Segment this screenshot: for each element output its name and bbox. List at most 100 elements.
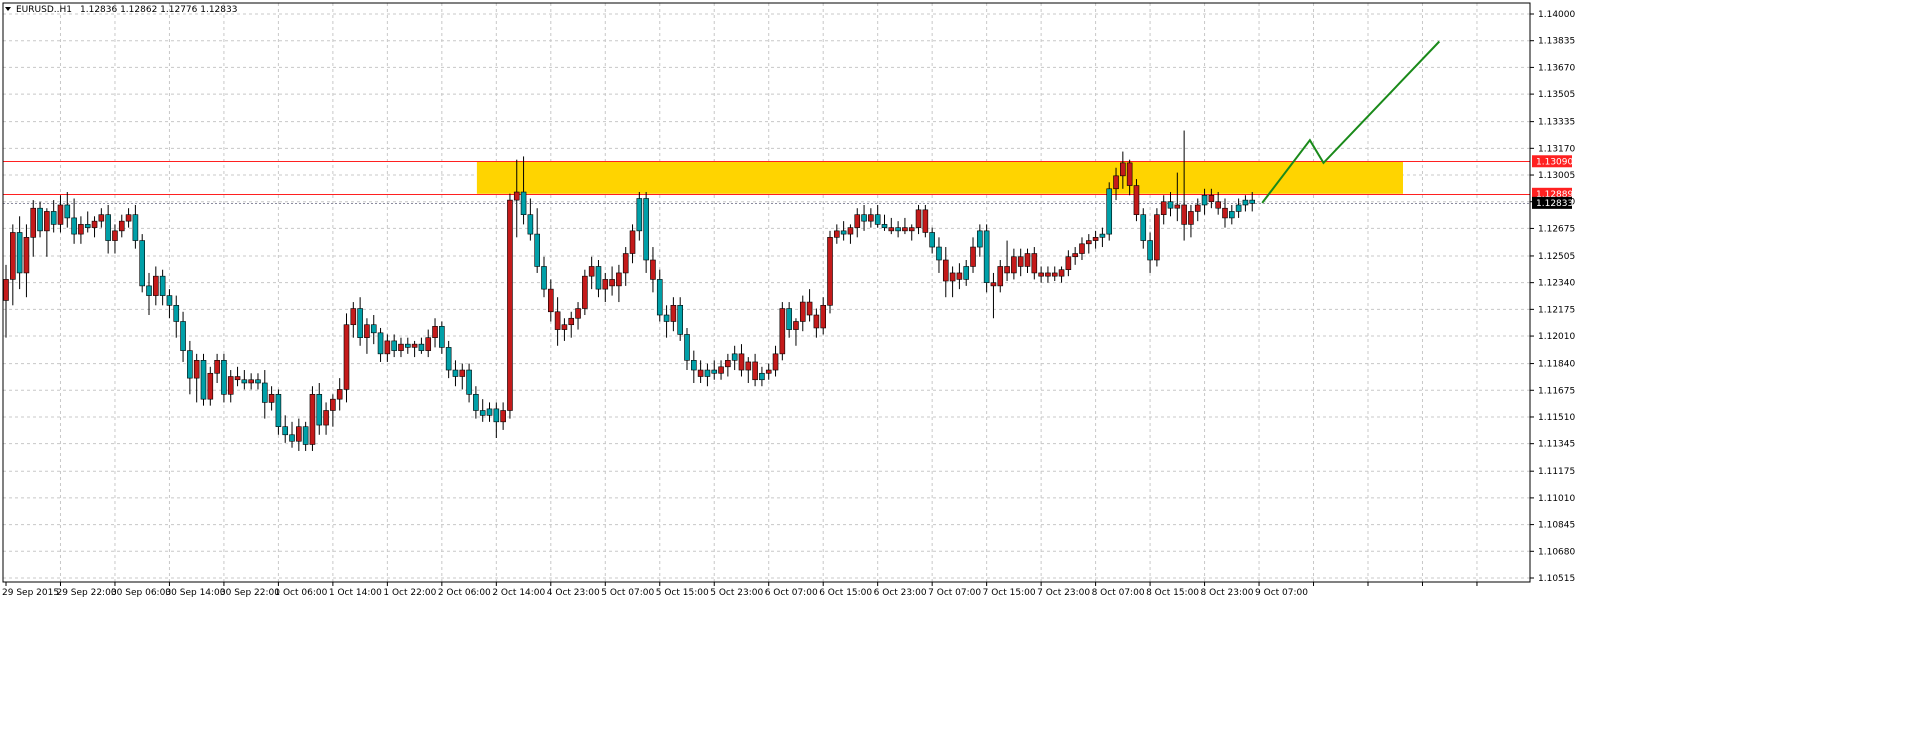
candle bbox=[1058, 266, 1065, 283]
candle bbox=[302, 421, 309, 451]
candle bbox=[1229, 204, 1235, 225]
bear-candle-body bbox=[868, 214, 874, 222]
candle bbox=[180, 311, 186, 362]
x-tick-label: 29 Sep 22:00 bbox=[56, 588, 116, 598]
triangle-down-icon[interactable] bbox=[5, 7, 11, 11]
y-tick-label: 1.12675 bbox=[1538, 224, 1575, 234]
bear-candle-body bbox=[364, 324, 370, 338]
bear-candle-body bbox=[336, 389, 343, 400]
candle bbox=[234, 366, 241, 387]
bear-candle-body bbox=[1045, 272, 1051, 277]
candle bbox=[820, 297, 827, 335]
candle bbox=[963, 259, 970, 286]
bear-candle-body bbox=[3, 279, 9, 301]
bull-candle-body bbox=[595, 266, 602, 290]
bull-candle-body bbox=[50, 211, 57, 225]
bear-candle-body bbox=[214, 360, 220, 374]
y-tick-label: 1.13670 bbox=[1538, 63, 1575, 73]
bull-candle-body bbox=[377, 332, 384, 355]
ohlc-readout: 1.12836 1.12862 1.12776 1.12833 bbox=[80, 5, 237, 15]
bear-candle-body bbox=[425, 337, 432, 351]
candle bbox=[432, 318, 438, 348]
candle bbox=[221, 353, 227, 403]
bear-candle-body bbox=[1017, 256, 1024, 267]
bull-candle-body bbox=[1235, 204, 1242, 212]
candle bbox=[1106, 182, 1113, 241]
candle bbox=[214, 353, 220, 383]
bull-candle-body bbox=[1106, 188, 1113, 235]
candle bbox=[745, 357, 752, 383]
candle bbox=[854, 208, 861, 238]
candle bbox=[486, 402, 493, 422]
bull-candle-body bbox=[289, 434, 295, 442]
bear-candle-body bbox=[745, 361, 752, 371]
bull-candle-body bbox=[527, 214, 534, 235]
bear-candle-body bbox=[330, 398, 336, 411]
candle bbox=[1113, 167, 1119, 201]
candle bbox=[248, 373, 254, 390]
candle bbox=[772, 345, 779, 377]
candle bbox=[752, 353, 758, 387]
candle bbox=[656, 269, 663, 322]
bear-candle-body bbox=[827, 237, 833, 306]
candle bbox=[193, 353, 200, 403]
current-price-badge: 1.12833 bbox=[1536, 199, 1573, 209]
candle bbox=[534, 208, 540, 273]
candle bbox=[827, 230, 833, 314]
bear-candle-body bbox=[459, 369, 466, 377]
bear-candle-body bbox=[30, 207, 37, 238]
candle bbox=[616, 264, 622, 303]
x-tick-label: 6 Oct 15:00 bbox=[819, 588, 872, 598]
candle bbox=[1154, 208, 1160, 267]
bear-candle-body bbox=[1222, 207, 1228, 219]
candle bbox=[650, 247, 656, 293]
bull-candle-body bbox=[173, 305, 180, 322]
candle bbox=[1126, 159, 1133, 196]
bear-candle-body bbox=[500, 410, 506, 423]
y-tick-label: 1.11510 bbox=[1538, 413, 1575, 423]
candle bbox=[227, 370, 234, 403]
bull-candle-body bbox=[656, 279, 663, 316]
bear-candle-body bbox=[772, 353, 779, 371]
bull-candle-body bbox=[861, 214, 867, 222]
bear-candle-body bbox=[207, 372, 214, 400]
x-tick-label: 6 Oct 23:00 bbox=[874, 588, 927, 598]
bear-candle-body bbox=[1215, 201, 1221, 209]
x-tick-label: 8 Oct 23:00 bbox=[1201, 588, 1254, 598]
bear-candle-body bbox=[752, 361, 758, 381]
bear-candle-body bbox=[575, 308, 581, 319]
candle bbox=[1051, 266, 1058, 282]
candle bbox=[711, 360, 718, 380]
candle bbox=[602, 272, 609, 303]
y-tick-label: 1.11010 bbox=[1538, 494, 1575, 504]
x-tick-label: 4 Oct 23:00 bbox=[547, 588, 600, 598]
candle bbox=[513, 159, 520, 238]
candle bbox=[1017, 248, 1024, 277]
bull-candle-body bbox=[445, 347, 452, 371]
bull-candle-body bbox=[881, 224, 888, 228]
candle bbox=[139, 234, 145, 293]
bear-candle-body bbox=[248, 379, 254, 384]
candle bbox=[636, 192, 643, 241]
candle bbox=[289, 421, 295, 448]
bear-candle-body bbox=[384, 340, 391, 355]
candle bbox=[1208, 188, 1215, 209]
candle bbox=[1120, 151, 1126, 189]
x-tick-label: 30 Sep 22:00 bbox=[220, 588, 280, 598]
candle bbox=[57, 195, 64, 233]
candle bbox=[547, 279, 554, 322]
candle bbox=[50, 200, 57, 233]
bear-candle-body bbox=[1038, 272, 1044, 277]
candle bbox=[282, 415, 289, 443]
candle bbox=[1085, 234, 1092, 254]
bear-candle-body bbox=[1181, 204, 1187, 225]
candle bbox=[261, 370, 268, 419]
bear-candle-body bbox=[268, 394, 275, 403]
candle bbox=[1133, 179, 1140, 222]
bear-candle-body bbox=[350, 308, 357, 326]
bull-candle-body bbox=[663, 314, 670, 322]
candle bbox=[159, 269, 166, 306]
bear-candle-body bbox=[1208, 194, 1215, 203]
